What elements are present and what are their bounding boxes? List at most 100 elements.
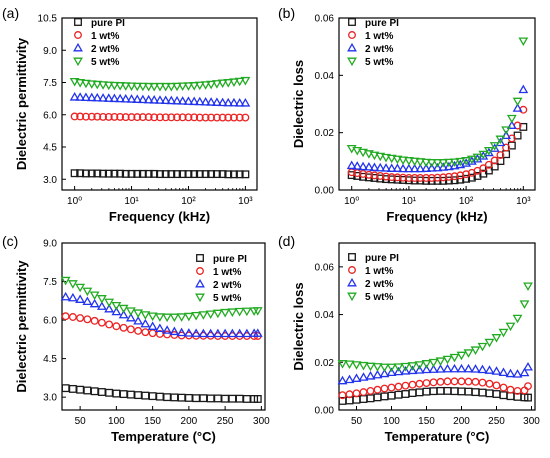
data-point	[376, 172, 385, 180]
data-point	[109, 81, 120, 91]
data-point	[479, 164, 488, 173]
data-point	[337, 375, 348, 385]
y-tick-label: 0.06	[315, 262, 335, 273]
panel-d: (d) 50 100 150 200 250 300 0.00 0.02 0.04 0.06 Temp…	[278, 233, 540, 444]
legend-label: 1 wt%	[365, 31, 393, 42]
y-tick-label: 6.0	[43, 110, 57, 121]
data-point	[206, 97, 217, 106]
data-point	[492, 390, 501, 398]
data-point	[154, 313, 165, 322]
data-point	[363, 161, 374, 171]
data-point	[519, 300, 530, 309]
data-point	[352, 395, 361, 404]
data-point	[393, 173, 402, 182]
data-point	[155, 330, 164, 338]
data-point	[218, 113, 227, 122]
data-point	[491, 334, 502, 343]
data-point	[150, 169, 159, 178]
data-point	[118, 309, 129, 319]
data-point	[82, 296, 93, 306]
data-point	[229, 78, 239, 87]
data-point	[97, 388, 106, 396]
data-point	[461, 157, 472, 166]
data-point	[137, 82, 148, 92]
data-point	[519, 367, 530, 377]
data-point	[61, 384, 70, 393]
data-point	[200, 96, 211, 106]
data-point	[438, 159, 449, 168]
data-point	[416, 174, 425, 182]
legend-label: 1 wt%	[213, 267, 241, 278]
data-point	[443, 161, 454, 171]
data-point	[512, 97, 523, 107]
data-point	[449, 160, 460, 170]
data-point	[68, 313, 77, 321]
data-point	[75, 79, 86, 88]
plot-frame	[61, 17, 258, 191]
y-tick-label: 4.5	[43, 143, 57, 154]
series-5-wtpct	[69, 76, 251, 92]
data-point	[506, 385, 515, 394]
data-point	[184, 113, 193, 122]
data-point	[89, 291, 100, 300]
data-point	[524, 393, 532, 402]
data-point	[491, 366, 502, 375]
data-point	[205, 310, 216, 320]
data-point	[177, 82, 188, 92]
x-tick-label: 250	[217, 416, 234, 427]
data-point	[386, 363, 397, 373]
y-axis-label: Dielectric loss	[291, 60, 306, 148]
data-point	[83, 315, 92, 324]
data-point	[421, 364, 432, 374]
data-point	[93, 169, 102, 178]
legend: pure PI 1 wt% 2 wt% 5 wt%	[73, 18, 125, 68]
data-point	[353, 169, 362, 178]
data-point	[240, 76, 251, 86]
data-point	[427, 174, 436, 182]
data-point	[498, 328, 509, 338]
data-point	[86, 92, 97, 102]
data-point	[380, 392, 389, 401]
data-point	[189, 96, 200, 106]
data-point	[87, 169, 96, 178]
data-point	[138, 169, 147, 178]
panel-label: (b)	[278, 5, 295, 21]
x-axis-label: Frequency (kHz)	[109, 209, 210, 224]
data-point	[241, 113, 250, 122]
data-point	[392, 163, 403, 172]
data-point	[194, 96, 205, 106]
series-pure-pi	[347, 122, 528, 185]
data-point	[235, 394, 244, 403]
data-point	[234, 328, 245, 338]
data-point	[372, 369, 383, 379]
data-point	[155, 82, 165, 92]
data-point	[439, 176, 448, 185]
data-point	[98, 81, 108, 90]
data-point	[432, 162, 443, 172]
data-point	[147, 321, 158, 330]
data-point	[392, 155, 403, 165]
data-point	[365, 371, 376, 380]
plot-frame	[61, 242, 266, 411]
data-point	[352, 389, 361, 398]
y-axis-label: Dielectric permittivity	[14, 37, 29, 170]
data-point	[495, 135, 506, 145]
data-point	[506, 120, 517, 129]
data-point	[382, 172, 390, 181]
data-point	[428, 358, 439, 368]
data-point	[421, 158, 432, 168]
x-axis-label: Temperature (°C)	[111, 429, 216, 444]
data-point	[365, 362, 376, 372]
data-point	[143, 82, 154, 92]
data-point	[86, 80, 97, 89]
series-1-wtpct	[347, 105, 528, 182]
data-point	[467, 173, 476, 182]
data-point	[169, 313, 180, 323]
y-axis-label: Dielectric permittivity	[14, 260, 29, 393]
data-point	[148, 392, 157, 401]
data-point	[212, 170, 221, 179]
data-point	[156, 170, 164, 179]
data-point	[524, 382, 532, 391]
data-point	[118, 304, 129, 314]
